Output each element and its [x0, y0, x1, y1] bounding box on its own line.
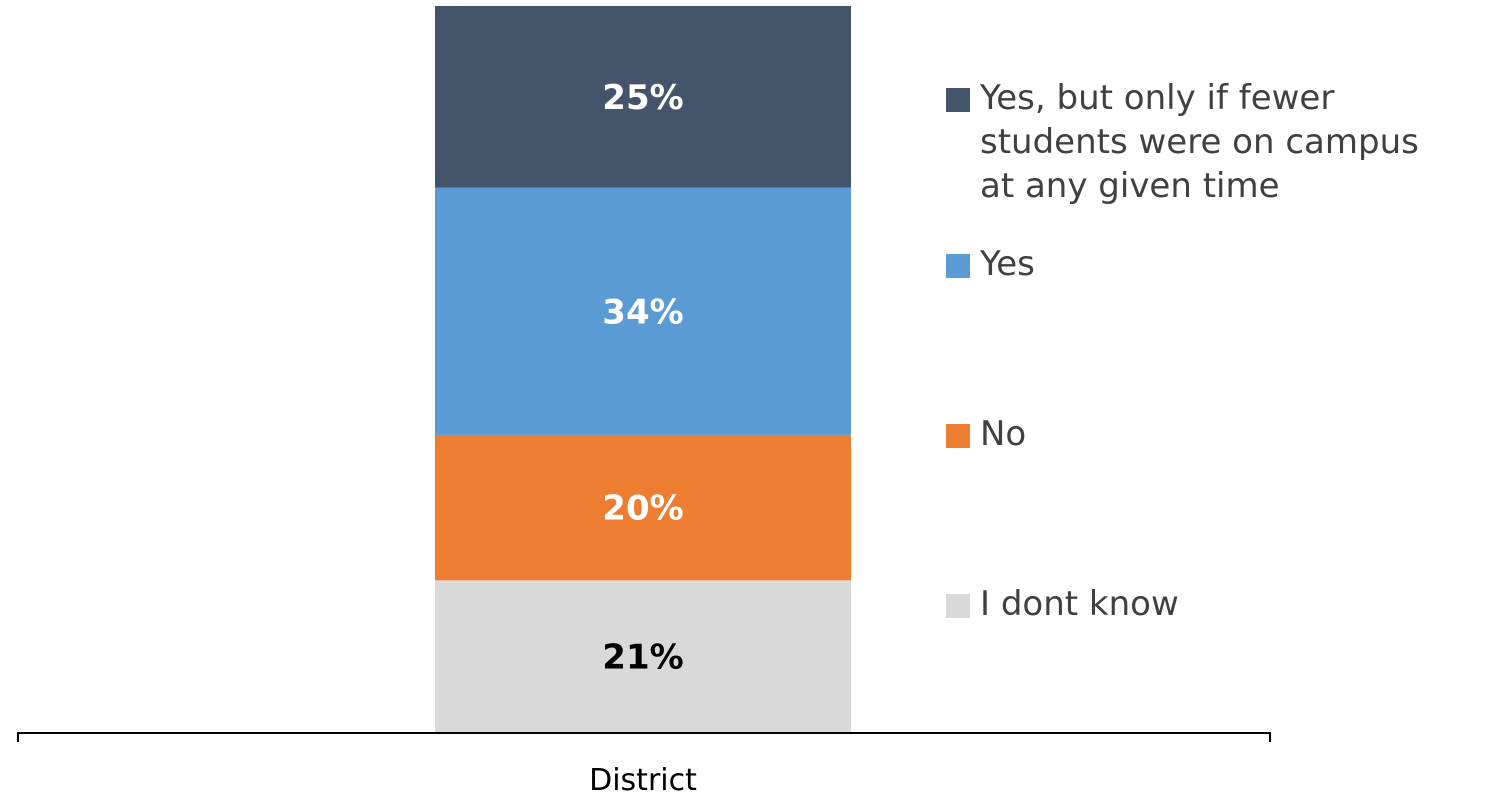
x-axis-line — [17, 732, 1271, 742]
data-label: 25% — [602, 78, 683, 118]
bar-segment-i-dont-know — [435, 580, 851, 733]
x-axis: District — [17, 732, 1271, 793]
legend-swatch — [946, 594, 970, 618]
legend-swatch — [946, 424, 970, 448]
bar-segment-no — [435, 434, 851, 581]
legend-label: Yes — [980, 244, 1035, 284]
legend-label: Yes, but only if fewer students were on … — [980, 78, 1419, 206]
data-label: 21% — [602, 638, 683, 678]
legend-item-i-dont-know: I dont know — [946, 582, 1440, 626]
bar-stack: 21% 20% 34% 25% — [435, 6, 851, 733]
data-label: 20% — [602, 489, 683, 529]
legend-item-yes-but-only-if-fewer: Yes, but only if fewer students were on … — [946, 76, 1440, 208]
legend-label: No — [980, 414, 1027, 454]
bar-segment-yes-but-only-if-fewer-students-were-on-campus-at-any-given-time — [435, 6, 851, 188]
legend-item-no: No — [946, 412, 1440, 456]
legend-label: I dont know — [980, 584, 1179, 624]
legend-swatch — [946, 88, 970, 112]
bar-segment-yes — [435, 187, 851, 435]
legend-item-yes: Yes — [946, 242, 1440, 286]
x-tick-label: District — [589, 763, 697, 793]
data-label: 34% — [602, 292, 683, 332]
legend-swatch — [946, 254, 970, 278]
